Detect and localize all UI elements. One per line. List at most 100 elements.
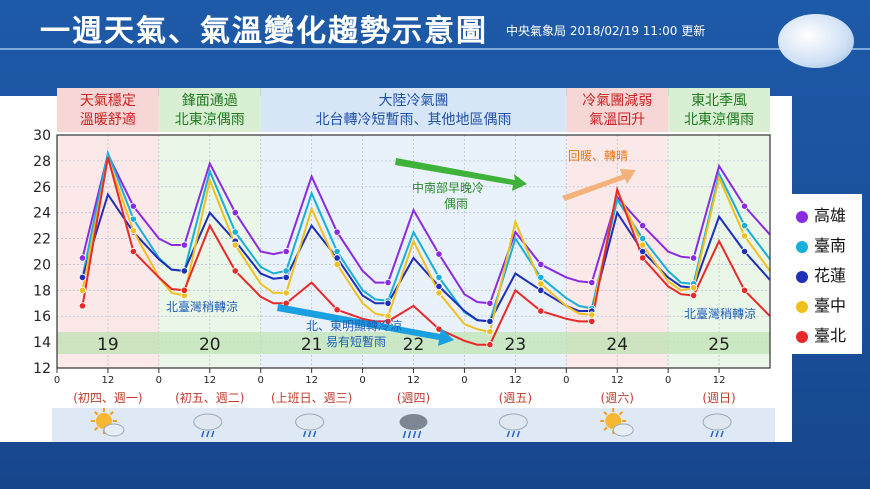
rain-drop — [206, 430, 210, 438]
y-tick-label-1: 14 — [33, 335, 51, 351]
north-east-cold-annotation-line2: 易有短暫雨 — [326, 334, 386, 349]
rain-drop — [511, 430, 516, 438]
legend-label-tainan: 臺南 — [814, 236, 847, 255]
sun-ray — [618, 411, 624, 416]
series-4-point-25 — [588, 317, 596, 325]
rain-drop — [710, 430, 714, 438]
rain-drop — [506, 430, 511, 438]
cloudy-rain-icon-6 — [702, 413, 732, 438]
y-tick-label-4: 20 — [33, 257, 51, 273]
x-tick-label-10: 0 — [563, 375, 569, 386]
date-label-5: 24 — [606, 335, 628, 355]
central-south-annotation-line1: 中南部早晚冷 — [412, 180, 484, 195]
rain-drop — [312, 430, 317, 438]
series-3-point-22 — [537, 280, 545, 288]
rain-icon-3 — [399, 414, 428, 439]
series-2-point-10 — [282, 273, 290, 281]
series-2-point-22 — [537, 286, 545, 294]
series-2-point-32 — [740, 247, 749, 256]
series-2-point-15 — [384, 299, 392, 307]
series-2-point-5 — [180, 267, 188, 275]
series-1-point-22 — [537, 273, 545, 281]
x-tick-label-0: 0 — [54, 375, 60, 386]
north-east-cold-annotation-line1: 北、東明顯轉冷涼 — [306, 318, 402, 333]
north-cool-annotation-2: 北臺灣稍轉涼 — [684, 306, 756, 321]
series-2-point-17 — [435, 282, 443, 291]
series-0-point-0 — [78, 254, 87, 262]
day-label-2: (上班日、週三) — [271, 391, 352, 405]
series-2-point-12 — [333, 254, 341, 262]
series-4-point-7 — [231, 267, 239, 275]
series-3-point-27 — [639, 241, 647, 249]
series-3-point-30 — [690, 284, 698, 292]
series-0-point-10 — [282, 247, 290, 256]
phase-header-0-line-0: 天氣穩定 — [80, 93, 136, 109]
y-tick-label-8: 28 — [33, 154, 51, 170]
phase-header-4-line-1: 北東涼偶雨 — [684, 112, 754, 128]
date-label-6: 25 — [708, 335, 730, 355]
series-4-point-27 — [639, 254, 647, 262]
series-2-point-27 — [639, 247, 647, 256]
series-3-point-10 — [282, 289, 290, 297]
day-label-5: (週六) — [601, 391, 634, 405]
legend-label-taipei: 臺北 — [814, 326, 847, 345]
date-label-3: 22 — [403, 335, 425, 355]
series-1-point-27 — [639, 234, 647, 243]
y-tick-label-0: 12 — [33, 361, 51, 377]
legend-item-taichung: 臺中 — [796, 292, 846, 316]
rain-drop — [201, 430, 205, 438]
legend-marker-tainan — [796, 240, 808, 253]
rain-drop — [417, 430, 422, 439]
x-tick-label-4: 0 — [258, 375, 264, 386]
legend-label-taichung: 臺中 — [814, 296, 847, 315]
cloud — [498, 413, 528, 431]
legend-marker-kaohsiung — [796, 210, 808, 223]
series-4-point-30 — [690, 291, 698, 300]
phase-header-2 — [260, 88, 567, 132]
series-1-point-7 — [231, 228, 239, 236]
series-3-point-2 — [129, 227, 137, 235]
series-0-point-7 — [231, 209, 239, 217]
sun-ray — [603, 411, 608, 416]
date-strip — [57, 332, 770, 354]
cloud — [295, 413, 325, 431]
phase-header-2-line-1: 北台轉冷短暫雨、其他地區偶雨 — [316, 112, 512, 128]
day-label-3: (週四) — [397, 391, 430, 405]
central-south-annotation-line2: 偶雨 — [444, 197, 468, 211]
day-label-6: (週日) — [702, 391, 735, 405]
legend-label-kaohsiung: 高雄 — [814, 206, 847, 225]
legend-item-kaohsiung: 高雄 — [796, 202, 846, 226]
series-0-point-20 — [486, 299, 494, 307]
phase-header-0 — [57, 88, 159, 132]
legend-item-tainan: 臺南 — [796, 232, 846, 256]
series-0-point-22 — [537, 260, 545, 269]
legend-marker-hualien — [796, 270, 808, 283]
series-line-4 — [81, 156, 771, 346]
series-0-point-32 — [740, 202, 749, 210]
series-3-point-7 — [231, 241, 239, 249]
cloudy-rain-icon-4 — [498, 413, 528, 438]
series-3-point-12 — [333, 260, 341, 269]
series-4-point-0 — [78, 302, 87, 310]
sun-ray — [94, 411, 99, 416]
y-tick-label-6: 24 — [33, 206, 51, 222]
update-timestamp: 中央氣象局 2018/02/19 11:00 更新 — [506, 24, 706, 38]
rain-drop — [715, 430, 719, 438]
legend-item-hualien: 花蓮 — [796, 262, 846, 286]
title-divider — [0, 48, 870, 50]
series-1-point-2 — [129, 215, 137, 223]
y-tick-label-3: 18 — [33, 283, 51, 299]
day-label-0: (初四、週一) — [73, 391, 142, 405]
rain-drop — [211, 430, 215, 438]
cloudy-rain-icon-1 — [193, 413, 223, 438]
phase-header-1-line-0: 鋒面通過 — [182, 93, 238, 109]
sun-ray — [94, 426, 99, 431]
phase-header-2-line-0: 大陸冷氣團 — [379, 93, 449, 109]
date-label-1: 20 — [199, 335, 221, 355]
series-4-point-20 — [486, 341, 494, 349]
series-0-point-2 — [129, 202, 137, 210]
series-1-point-12 — [333, 247, 341, 256]
series-1-point-32 — [740, 222, 749, 230]
series-line-3 — [81, 154, 771, 333]
